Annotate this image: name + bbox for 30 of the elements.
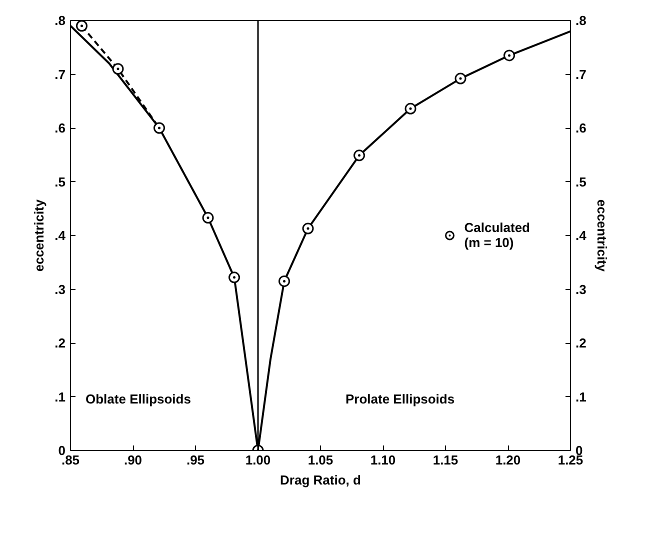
x-tick-label: 1.10 [370,452,396,468]
y2-tick-label: .8 [576,13,586,28]
y2-tick-label: .5 [576,174,586,190]
y-tick-label: 0 [58,443,66,458]
y-tick-label: .5 [54,174,66,190]
y-tick-label: .1 [54,389,66,404]
y2-tick-label: .6 [576,120,586,136]
x-tick-label: 1.15 [432,452,458,468]
annotation: Oblate Ellipsoids [86,391,191,406]
x-tick-label: .95 [186,452,205,468]
x-tick-label: 1.20 [495,452,521,468]
y-tick-label: .4 [54,228,66,243]
y2-tick-label: .1 [576,389,586,404]
y2-tick-label: .4 [576,228,588,243]
legend-label: Calculated (m = 10) [464,220,530,250]
y-tick-label: .8 [54,13,66,28]
x-tick-label: 1.05 [308,452,334,468]
y-tick-label: .7 [54,66,66,82]
y-tick-label: .2 [54,336,66,350]
y-tick-label: .6 [54,120,66,136]
y2-axis-title: eccentricity [594,199,610,272]
y2-tick-label: .3 [576,282,586,297]
x-axis-title: Drag Ratio, d [280,472,362,488]
y-tick-label: .3 [54,282,66,297]
y2-tick-label: .7 [576,66,586,82]
y-axis-title: eccentricity [32,198,47,272]
x-tick-label: .90 [124,452,142,468]
y2-tick-label: .2 [576,336,586,350]
x-tick-label: 1.00 [245,452,271,468]
annotation: Prolate Ellipsoids [346,391,455,406]
